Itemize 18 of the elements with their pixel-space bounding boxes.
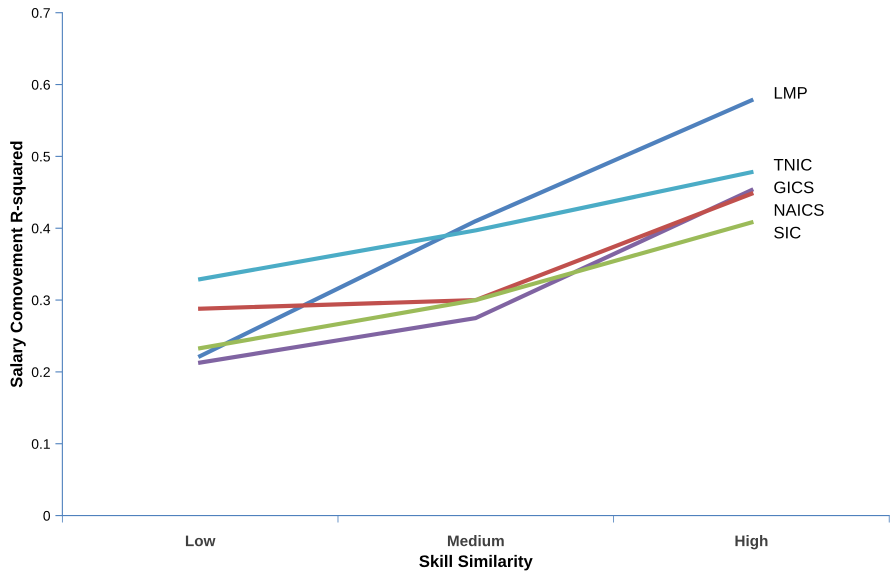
- series-label: TNIC: [774, 158, 812, 171]
- y-tick-label: 0.3: [32, 295, 50, 306]
- x-tick-label: Low: [186, 536, 216, 546]
- y-tick-label: 0.5: [32, 152, 50, 162]
- y-tick-label: 0.1: [32, 439, 50, 449]
- x-tick-label: Medium: [448, 535, 504, 546]
- y-tick-label: 0.7: [32, 8, 50, 18]
- series-label: GICS: [774, 181, 814, 194]
- y-tick-label: 0.6: [32, 80, 50, 90]
- series-label: NAICS: [774, 204, 824, 216]
- series-label: LMP: [774, 87, 807, 99]
- y-axis-title: Salary Comovement R-squared: [10, 142, 26, 388]
- y-tick-label: 0.4: [32, 224, 50, 234]
- x-tick-label: High: [735, 535, 768, 550]
- y-tick-label: 0: [43, 510, 50, 521]
- series-label: SIC: [774, 226, 801, 239]
- x-axis-title: Skill Similarity: [419, 554, 533, 570]
- y-tick-label: 0.2: [32, 367, 50, 378]
